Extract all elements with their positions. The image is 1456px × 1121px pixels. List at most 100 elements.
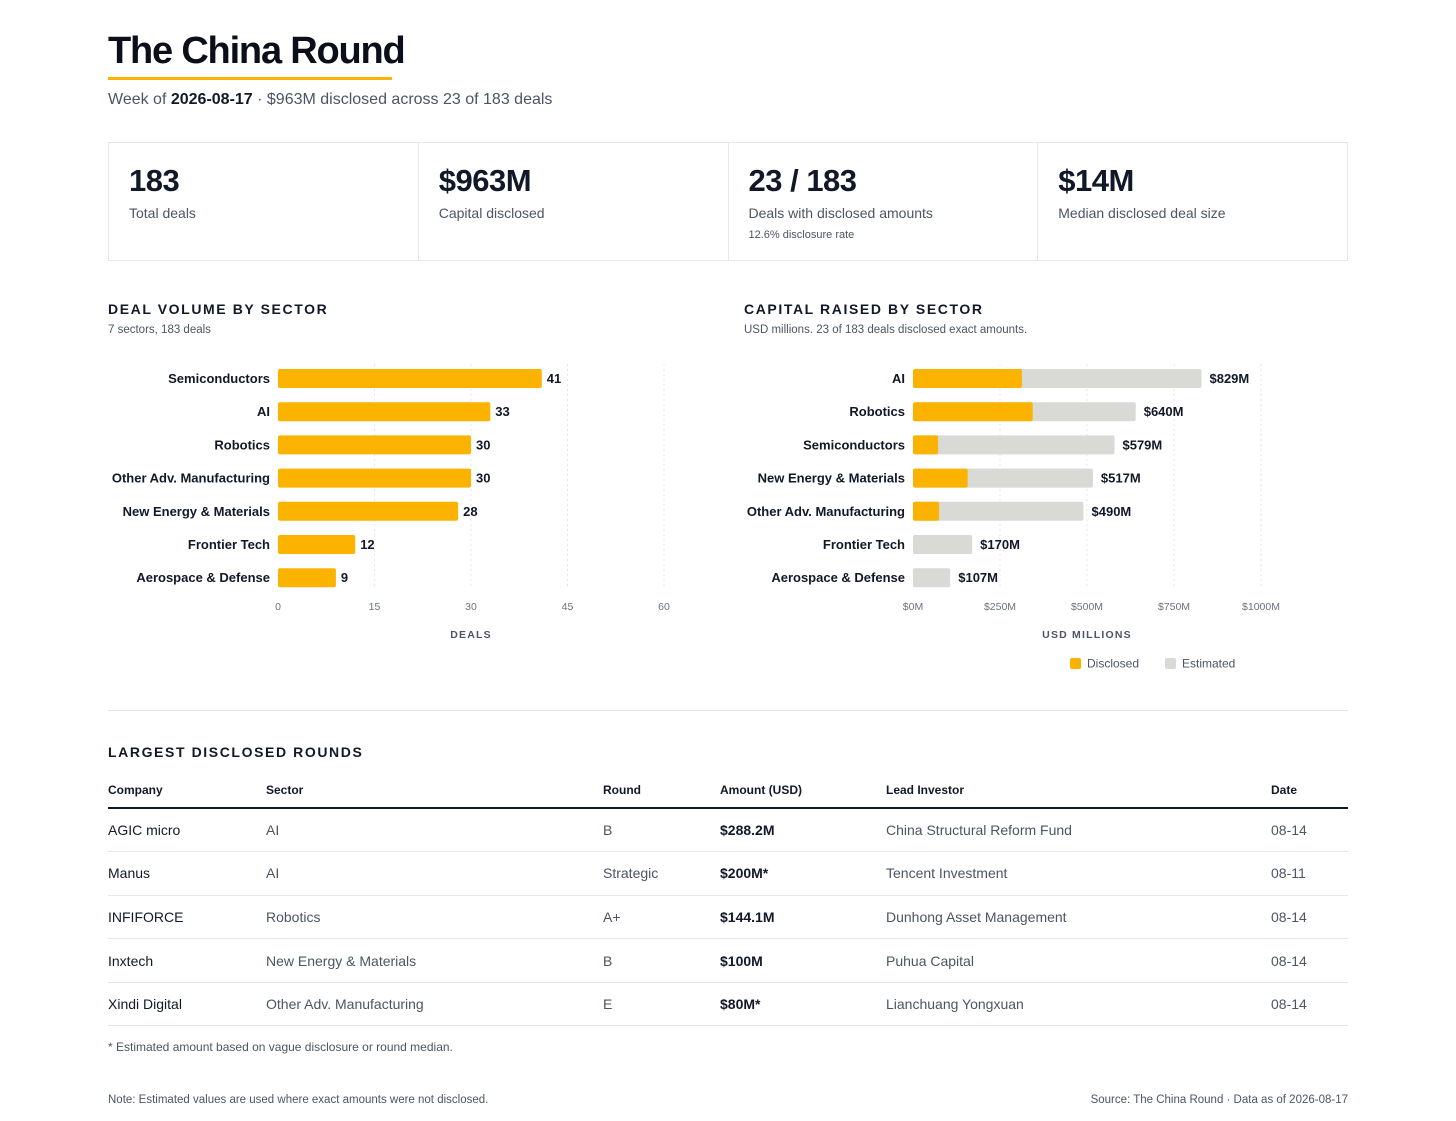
cell-company: INFIFORCE (108, 895, 266, 940)
bar-disclosed-semiconductors (913, 435, 939, 455)
category-label: New Energy & Materials (758, 471, 905, 486)
category-label: New Energy & Materials (123, 504, 270, 519)
cell-amount: $288.2M (720, 808, 886, 853)
page-title: The China Round (108, 30, 406, 72)
subtitle-suffix: · $963M disclosed across 23 of 183 deals (252, 91, 553, 108)
category-label: Semiconductors (168, 371, 270, 386)
section-divider (108, 710, 1348, 711)
cell-amount: $144.1M (720, 895, 886, 940)
legend-swatch-estimated (1165, 658, 1176, 669)
kpi-value: 23 / 183 (748, 163, 858, 198)
cell-round: B (603, 808, 720, 853)
cell-company: Inxtech (108, 938, 266, 983)
category-label: Aerospace & Defense (771, 570, 905, 585)
bar-ai (278, 402, 491, 422)
bar-disclosed-robotics (913, 402, 1033, 422)
col-header-date: Date (1271, 772, 1348, 809)
bar-disclosed-new-energy-and-materials (913, 468, 968, 488)
value-label: 33 (495, 404, 509, 419)
table-row: AGIC micro AI B $288.2M China Structural… (108, 808, 1348, 853)
table-footnote: * Estimated amount based on vague disclo… (108, 1040, 453, 1054)
cell-lead-investor: Lianchuang Yongxuan (886, 982, 1271, 1027)
x-tick-label: 60 (658, 601, 670, 613)
kpi-label: Deals with disclosed amounts (748, 205, 933, 221)
x-tick-label: $500M (1071, 601, 1103, 613)
x-tick-label: $750M (1158, 601, 1190, 613)
bar-aerospace-and-defense (278, 568, 336, 588)
kpi-label: Capital disclosed (438, 205, 545, 221)
cell-date: 08-14 (1271, 938, 1348, 983)
page-subtitle: Week of 2026-08-17 · $963M disclosed acr… (108, 90, 552, 110)
x-tick-label: $0M (903, 601, 923, 613)
value-label: $517M (1101, 471, 1141, 486)
bar-robotics (278, 435, 471, 455)
bar-estimated-semiconductors (913, 435, 1115, 455)
report-page: The China Round Week of 2026-08-17 · $96… (108, 0, 1348, 1121)
cell-round: A+ (603, 895, 720, 940)
value-label: $640M (1144, 404, 1184, 419)
table-row: Manus AI Strategic $200M* Tencent Invest… (108, 851, 1348, 896)
deal-volume-chart: 0 15 30 45 60 Semiconductors 41 AI 33 Robotics 30 O… (112, 364, 670, 641)
x-tick-label: 0 (275, 601, 281, 613)
bar-new-energy-and-materials (278, 501, 459, 521)
bar-estimated-other-adv-manufacturing (913, 501, 1084, 521)
x-tick-label: 30 (465, 601, 477, 613)
value-label: $829M (1209, 371, 1249, 386)
cell-round: E (603, 982, 720, 1027)
value-label: 41 (547, 371, 561, 386)
cell-lead-investor: Dunhong Asset Management (886, 895, 1271, 940)
bar-frontier-tech (278, 535, 356, 554)
legend-label-disclosed: Disclosed (1087, 657, 1139, 671)
kpi-disclosed-deals: 23 / 183 Deals with disclosed amounts 12… (729, 143, 1039, 260)
table-row: Inxtech New Energy & Materials B $100M P… (108, 938, 1348, 983)
category-label: AI (257, 404, 270, 419)
kpi-total-deals: 183 Total deals (109, 143, 419, 260)
x-tick-label: $1000M (1242, 601, 1280, 613)
rounds-table: Company Sector Round Amount (USD) Lead I… (108, 772, 1348, 1027)
cell-lead-investor: Puhua Capital (886, 938, 1271, 983)
x-tick-label: 15 (369, 601, 381, 613)
footer-note: Note: Estimated values are used where ex… (108, 1094, 489, 1106)
cell-amount: $200M* (720, 851, 886, 896)
table-header-row: Company Sector Round Amount (USD) Lead I… (108, 772, 1348, 809)
category-label: Semiconductors (803, 437, 905, 452)
deal-volume-subtitle: 7 sectors, 183 deals (108, 324, 211, 336)
cell-amount: $80M* (720, 982, 886, 1027)
bar-semiconductors (278, 369, 542, 388)
cell-company: Manus (108, 851, 266, 896)
cell-round: B (603, 938, 720, 983)
subtitle-date: 2026-08-17 (170, 91, 253, 108)
x-axis-title: DEALS (450, 629, 492, 641)
category-label: AI (892, 371, 905, 386)
value-label: $107M (958, 570, 998, 585)
footer-source: Source: The China Round · Data as of 202… (1090, 1094, 1348, 1106)
category-label: Frontier Tech (188, 537, 270, 552)
category-label: Other Adv. Manufacturing (112, 471, 270, 486)
kpi-row: 183 Total deals $963M Capital disclosed … (108, 142, 1348, 261)
bar-disclosed-ai (913, 369, 1022, 388)
cell-sector: AI (266, 851, 603, 896)
subtitle-prefix: Week of (108, 91, 171, 108)
title-underline (108, 77, 392, 80)
col-header-sector: Sector (266, 772, 603, 809)
capital-raised-chart: $0M $250M $500M $750M $1000M AI $829M Robotics $… (747, 364, 1280, 671)
bar-other-adv-manufacturing (278, 468, 471, 488)
value-label: 9 (341, 570, 348, 585)
bar-estimated-frontier-tech (913, 535, 973, 554)
rounds-table-title: LARGEST DISCLOSED ROUNDS (108, 744, 364, 760)
legend-swatch-disclosed (1070, 658, 1081, 669)
x-axis-title: USD MILLIONS (1042, 629, 1132, 641)
value-label: $579M (1122, 437, 1162, 452)
cell-company: AGIC micro (108, 808, 266, 853)
kpi-label: Median disclosed deal size (1058, 205, 1226, 221)
category-label: Robotics (214, 437, 270, 452)
category-label: Aerospace & Defense (136, 570, 270, 585)
bar-disclosed-other-adv-manufacturing (913, 501, 940, 521)
value-label: 30 (476, 471, 490, 486)
cell-company: Xindi Digital (108, 982, 266, 1027)
cell-round: Strategic (603, 851, 720, 896)
x-tick-label: $250M (984, 601, 1016, 613)
cell-sector: Robotics (266, 895, 603, 940)
bar-estimated-aerospace-and-defense (913, 568, 951, 588)
kpi-value: $963M (438, 163, 532, 198)
